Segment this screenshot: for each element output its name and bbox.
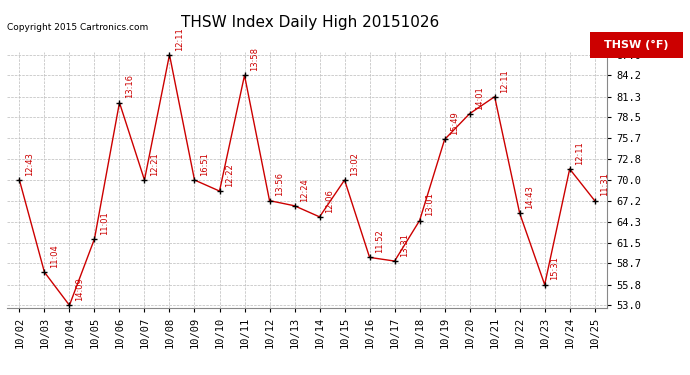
Text: 13:56: 13:56 [275, 172, 284, 196]
Text: 12:24: 12:24 [300, 178, 309, 202]
Text: 14:01: 14:01 [475, 86, 484, 109]
Text: 12:22: 12:22 [225, 163, 234, 187]
Text: 13:16: 13:16 [125, 75, 134, 99]
Text: 12:43: 12:43 [25, 152, 34, 176]
Text: 16:51: 16:51 [200, 152, 209, 176]
Text: 13:02: 13:02 [350, 152, 359, 176]
Text: 12:11: 12:11 [500, 69, 509, 93]
Text: 11:04: 11:04 [50, 244, 59, 268]
Text: 11:52: 11:52 [375, 230, 384, 253]
Text: 13:31: 13:31 [400, 233, 409, 257]
Text: THSW (°F): THSW (°F) [604, 40, 669, 50]
Text: Copyright 2015 Cartronics.com: Copyright 2015 Cartronics.com [7, 23, 148, 32]
Text: 11:01: 11:01 [100, 211, 109, 235]
Text: 14:43: 14:43 [525, 185, 534, 209]
Text: 11:31: 11:31 [600, 172, 609, 196]
Text: 15:49: 15:49 [450, 111, 459, 135]
Text: 13:01: 13:01 [425, 192, 434, 216]
Text: 14:09: 14:09 [75, 278, 84, 301]
Text: 12:11: 12:11 [175, 27, 184, 51]
Text: 12:06: 12:06 [325, 189, 334, 213]
Text: THSW Index Daily High 20151026: THSW Index Daily High 20151026 [181, 15, 440, 30]
Text: 13:58: 13:58 [250, 47, 259, 71]
Text: 15:31: 15:31 [550, 256, 559, 280]
Text: 12:11: 12:11 [575, 141, 584, 165]
Text: 12:21: 12:21 [150, 152, 159, 176]
